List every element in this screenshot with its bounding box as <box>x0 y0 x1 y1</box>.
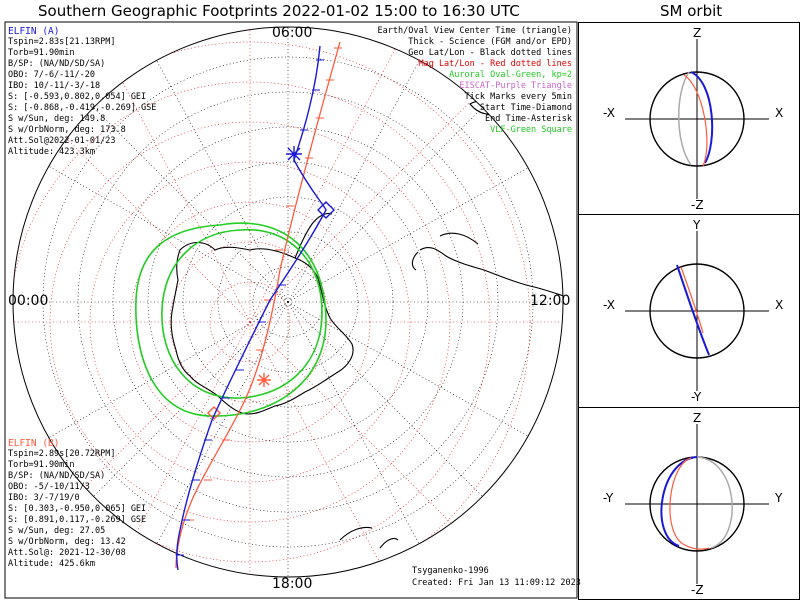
elfin-a-line: S w/OrbNorm, deg: 173.8 <box>8 125 126 135</box>
elfin-b-line: S w/Sun, deg: 27.05 <box>8 526 106 536</box>
elfin-a-line: Torb=91.90min <box>8 48 75 58</box>
axis-label: -Z <box>691 583 704 597</box>
clock-label-left: 00:00 <box>8 293 49 309</box>
legend-item: Earth/Oval View Center Time (triangle) <box>377 26 572 36</box>
elfin-b-track <box>175 41 342 569</box>
legend-item: Geo Lat/Lon - Black dotted lines <box>408 48 572 58</box>
elfin-a-line: S: [-0.593,0.802,0.054] GEI <box>8 92 147 102</box>
elfin-b-line: Torb=91.90min <box>8 460 75 470</box>
legend-item: End Time-Asterisk <box>485 114 572 124</box>
map-frame <box>4 21 578 599</box>
elfin-a-line: S w/Sun, deg: 149.8 <box>8 114 106 124</box>
elfin-a-name: ELFIN (A) <box>8 26 60 37</box>
elfin-a-line: B/SP: (NA/ND/SD/SA) <box>8 59 106 69</box>
elfin-b-line: S: [0.891,0.117,-0.269] GSE <box>8 515 147 525</box>
axis-label: -Z <box>691 198 704 212</box>
antarctic-peninsula <box>294 212 333 259</box>
axis-label: Z <box>693 411 702 425</box>
axis-label: -Y <box>603 491 614 505</box>
elfin-a-start-diamond <box>317 201 335 219</box>
sm-orbit-panel-xy: Y -Y -X X <box>578 214 800 408</box>
elfin-b-line: IBO: 3/-7/19/0 <box>8 493 80 503</box>
clock-label-top: 06:00 <box>272 25 313 41</box>
legend-item: Thick - Science (FGM and/or EPD) <box>408 37 572 47</box>
axis-label: -X <box>603 298 615 312</box>
elfin-a-line: Altitude: 423.3km <box>8 147 95 157</box>
sm-orbit-panel-xz: Z -Z -X X <box>578 22 800 215</box>
polar-map <box>4 21 578 599</box>
elfin-b-line: S: [0.303,-0.950,0.065] GEI <box>8 504 147 514</box>
elfin-b-name: ELFIN (B) <box>8 438 60 449</box>
elfin-b-line: S w/OrbNorm, deg: 13.42 <box>8 537 126 547</box>
orbit-plot-xz <box>625 39 769 199</box>
legend: Earth/Oval View Center Time (triangle) T… <box>378 26 572 136</box>
axis-label: X <box>775 106 784 120</box>
elfin-b-line: Altitude: 425.6km <box>8 559 95 569</box>
elfin-a-info: ELFIN (A) Tspin=2.83s[21.13RPM] Torb=91.… <box>8 26 156 158</box>
south-america-coastline <box>411 247 563 301</box>
elfin-b-line: Tspin=2.89s[20.72RPM] <box>8 449 116 459</box>
auroral-oval-inner <box>161 228 323 399</box>
south-america-tip <box>439 232 479 245</box>
model-label: Tsyganenko-1996 <box>412 566 489 576</box>
elfin-a-end-asterisk <box>286 146 302 162</box>
legend-item: Mag Lat/Lon - Red dotted lines <box>418 59 572 69</box>
axis-label: -X <box>603 106 615 120</box>
elfin-b-line: B/SP: (NA/ND/SD/SA) <box>8 471 106 481</box>
axis-label: Z <box>693 26 702 40</box>
clock-label-right: 12:00 <box>530 293 571 309</box>
legend-item: Auroral Oval-Green, kp=2 <box>449 70 572 80</box>
legend-item: EISCAT-Purple Triangle <box>459 81 572 91</box>
elfin-b-info: ELFIN (B) Tspin=2.89s[20.72RPM] Torb=91.… <box>8 438 146 570</box>
orbit-plot-yz <box>625 424 769 584</box>
legend-item: Tick Marks every 5min <box>464 92 572 102</box>
elfin-b-start-diamond <box>207 406 221 420</box>
elfin-b-line: Att.Sol@: 2021-12-30/08 <box>8 548 126 558</box>
page-title: Southern Geographic Footprints 2022-01-0… <box>38 2 520 20</box>
axis-label: Y <box>775 491 783 505</box>
legend-item: VLF-Green Square <box>490 125 572 135</box>
axis-label: -Y <box>691 390 702 404</box>
elfin-b-end-asterisk <box>257 373 271 387</box>
sm-orbit-panel-yz: Z -Z -Y Y <box>578 407 800 600</box>
orbit-title: SM orbit <box>660 2 723 20</box>
legend-item: Start Time-Diamond <box>479 103 572 113</box>
elfin-a-line: S: [-0.868,-0.419,-0.269] GSE <box>8 103 157 113</box>
elfin-a-line: Tspin=2.83s[21.13RPM] <box>8 37 116 47</box>
new-zealand-coastline <box>339 526 399 549</box>
created-label: Created: Fri Jan 13 11:09:12 2023 <box>412 578 581 588</box>
antarctica-coastline <box>170 241 354 415</box>
elfin-a-line: OBO: 7/-6/-11/-20 <box>8 70 95 80</box>
elfin-a-line: Att.Sol@2022-01-01/23 <box>8 136 116 146</box>
clock-label-bottom: 18:00 <box>272 576 313 592</box>
geo-grid <box>13 27 563 577</box>
axis-label: X <box>775 298 784 312</box>
axis-label: Y <box>693 218 701 232</box>
orbit-plot-xy <box>625 231 769 391</box>
elfin-b-line: OBO: -5/-10/11/3 <box>8 482 90 492</box>
elfin-a-track <box>175 45 335 571</box>
elfin-a-line: IBO: 10/-11/-3/-18 <box>8 81 101 91</box>
